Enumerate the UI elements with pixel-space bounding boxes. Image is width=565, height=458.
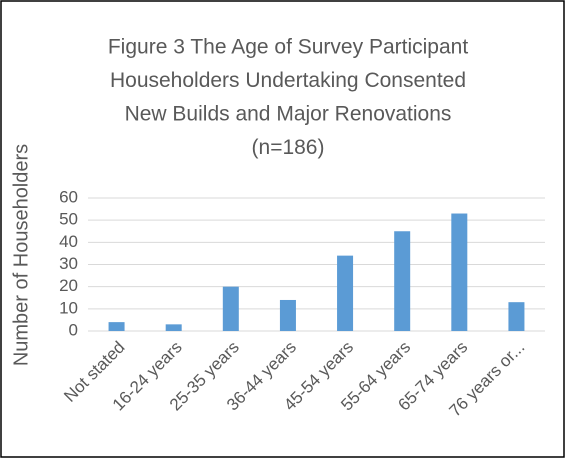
bar: [108, 322, 125, 331]
bar: [222, 286, 239, 331]
y-tick-label: 40: [59, 232, 78, 251]
bar: [508, 302, 525, 331]
bar: [451, 213, 468, 331]
y-tick-label: 50: [59, 210, 78, 229]
y-axis-label: Number of Householders: [10, 144, 32, 366]
y-tick-label: 0: [69, 320, 78, 339]
bar: [394, 231, 411, 331]
chart-title: Householders Undertaking Consented: [110, 69, 466, 92]
chart-title: New Builds and Major Renovations: [125, 103, 452, 126]
chart-title: (n=186): [252, 136, 325, 159]
y-tick-label: 20: [59, 276, 78, 295]
bar: [165, 324, 182, 331]
bar: [337, 255, 354, 331]
chart-title: Figure 3 The Age of Survey Participant: [108, 36, 468, 59]
y-tick-label: 30: [59, 254, 78, 273]
y-tick-label: 10: [59, 298, 78, 317]
y-tick-label: 60: [59, 187, 78, 206]
bar: [279, 299, 296, 331]
